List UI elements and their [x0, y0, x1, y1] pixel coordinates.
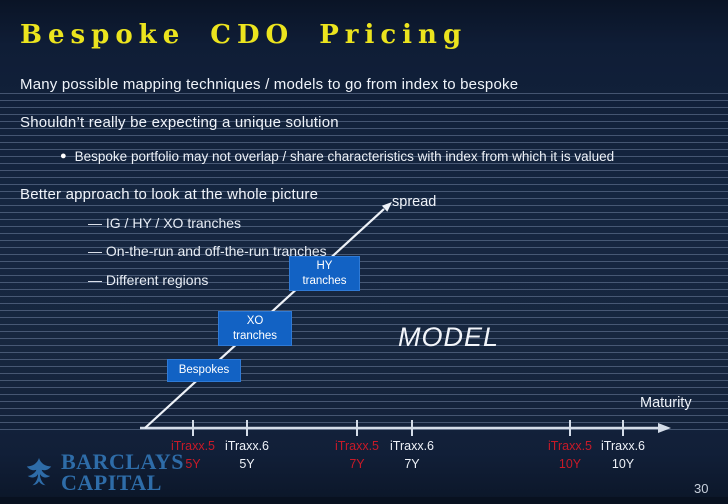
spread-arrowhead-icon: [381, 202, 392, 212]
sub-item-1: — IG / HY / XO tranches: [88, 215, 242, 231]
body-line-3: Better approach to look at the whole pic…: [20, 186, 319, 203]
hy-box-line1: HY: [316, 259, 333, 272]
bullet-text: Bespoke portfolio may not overlap / shar…: [74, 149, 615, 164]
body-line-2: Shouldn’t really be expecting a unique s…: [20, 114, 339, 131]
barclays-capital-logo: BARCLAYS CAPITAL: [24, 449, 185, 495]
maturity-arrowhead-icon: [658, 423, 671, 433]
axis-label-name: iTraxx.6: [601, 439, 645, 453]
axis-label-maturity: 5Y: [185, 457, 201, 472]
axis-label-maturity: 5Y: [239, 457, 255, 472]
axis-label-maturity: 7Y: [404, 457, 420, 472]
axis-label-maturity: 10Y: [611, 457, 635, 472]
axis-label-maturity: 7Y: [349, 457, 365, 472]
axis-label-itraxx6-5y: iTraxx.6 5Y: [209, 437, 285, 473]
bullet-item: ● Bespoke portfolio may not overlap / sh…: [60, 149, 614, 164]
sub-item-2: — On-the-run and off-the-run tranches: [88, 243, 327, 259]
bespokes-box-label: Bespokes: [178, 364, 230, 377]
brand-line-2: CAPITAL: [61, 469, 162, 495]
barclays-eagle-icon: [26, 457, 52, 486]
brand-line-1: BARCLAYS: [61, 449, 185, 474]
bottom-edge-strip: [0, 497, 728, 504]
axis-label-itraxx5-5y: iTraxx.5 5Y: [155, 437, 231, 473]
xo-tranches-box: XO tranches: [218, 311, 292, 346]
axis-label-name: iTraxx.5: [548, 439, 592, 453]
axis-label-itraxx6-10y: iTraxx.6 10Y: [585, 437, 661, 473]
sub-item-3: — Different regions: [88, 272, 209, 288]
pinstripe-background: [0, 93, 728, 430]
axis-label-name: iTraxx.6: [225, 439, 269, 453]
maturity-axis-label: Maturity: [640, 395, 692, 411]
xo-box-line2: tranches: [232, 329, 278, 342]
axis-label-name: iTraxx.6: [390, 439, 434, 453]
axis-label-itraxx5-7y: iTraxx.5 7Y: [319, 437, 395, 473]
hy-tranches-box: HY tranches: [289, 256, 360, 291]
model-label: MODEL: [398, 322, 500, 352]
axis-label-itraxx5-10y: iTraxx.5 10Y: [532, 437, 608, 473]
axis-label-itraxx6-7y: iTraxx.6 7Y: [374, 437, 450, 473]
body-line-1: Many possible mapping techniques / model…: [20, 76, 519, 93]
axis-label-name: iTraxx.5: [171, 439, 215, 453]
axis-label-name: iTraxx.5: [335, 439, 379, 453]
xo-box-line1: XO: [246, 314, 264, 327]
page-number: 30: [694, 481, 709, 496]
page-title: Bespoke CDO Pricing: [20, 20, 468, 50]
bespokes-box: Bespokes: [167, 359, 241, 382]
spread-axis-label: spread: [392, 194, 437, 210]
bullet-icon: ●: [60, 150, 67, 162]
hy-box-line2: tranches: [302, 274, 347, 287]
axis-label-maturity: 10Y: [558, 457, 582, 472]
